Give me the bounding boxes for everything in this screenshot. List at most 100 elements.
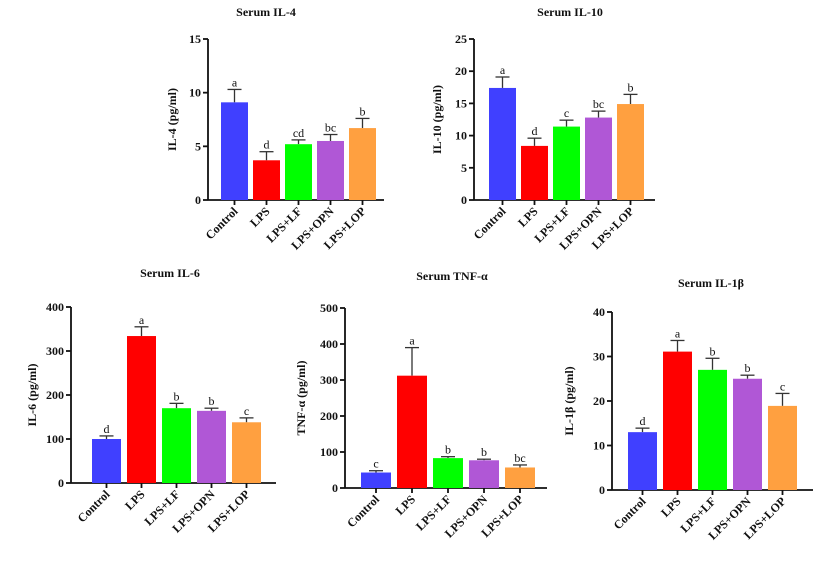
bar-lps-opn [317, 140, 344, 200]
bar-lps-opn [197, 410, 226, 483]
chart-title: Serum IL-10 [537, 5, 603, 19]
significance-label: b [745, 361, 751, 375]
chart-panel-3: Serum IL-6 IL-6 (pg/ml) 0 100 200 300 400 d Cont… [25, 266, 276, 535]
bar-control [92, 439, 121, 483]
bar-lps [521, 145, 548, 200]
significance-label: b [445, 443, 451, 457]
y-tick-label: 0 [599, 483, 605, 497]
significance-label: c [244, 404, 249, 418]
x-tick-label: LPS [393, 492, 419, 518]
x-tick-label: LPS [122, 487, 148, 513]
y-tick-label: 200 [320, 409, 338, 423]
x-tick-label: LPS [658, 494, 684, 520]
bar-lps-lf [698, 369, 727, 490]
y-tick-label: 400 [320, 337, 338, 351]
significance-label: bc [325, 121, 336, 135]
bar-lps-opn [469, 460, 499, 488]
significance-label: b [209, 394, 215, 408]
bar-lps-opn [585, 117, 612, 200]
significance-label: c [373, 457, 378, 471]
x-tick-label: LPS [515, 204, 541, 230]
y-tick-label: 0 [461, 193, 467, 207]
y-axis-label: IL-4 (pg/ml) [165, 88, 179, 151]
x-tick-label: Control [611, 494, 649, 532]
significance-label: a [675, 326, 681, 340]
y-tick-label: 300 [320, 373, 338, 387]
y-tick-label: 5 [461, 161, 467, 175]
bar-control [361, 472, 391, 488]
y-tick-label: 25 [455, 32, 467, 46]
significance-label: a [409, 334, 415, 348]
chart-title: Serum TNF-α [416, 269, 488, 283]
y-axis-label: IL-10 (pg/ml) [430, 85, 444, 154]
y-tick-label: 100 [46, 432, 64, 446]
y-tick-label: 400 [46, 300, 64, 314]
y-axis-label: IL-1β (pg/ml) [562, 366, 576, 435]
bar-lps [127, 336, 156, 483]
y-tick-label: 15 [189, 32, 201, 46]
y-axis-label: TNF-α (pg/ml) [294, 360, 308, 435]
significance-label: b [481, 445, 487, 459]
significance-label: d [264, 138, 270, 152]
bar-lps [253, 160, 280, 200]
significance-label: cd [293, 126, 304, 140]
x-tick-label: LPS [247, 204, 273, 230]
significance-label: d [532, 124, 538, 138]
y-tick-label: 40 [593, 305, 605, 319]
x-tick-label: Control [75, 487, 113, 525]
bar-lps-lop [768, 405, 797, 490]
x-tick-label: Control [344, 492, 382, 530]
significance-label: a [500, 63, 506, 77]
bar-lps [663, 351, 692, 490]
chart-panel-2: Serum IL-10 IL-10 (pg/ml) 0 5 10 15 20 25 a Contr… [430, 5, 655, 252]
x-tick-label: Control [471, 204, 509, 242]
significance-label: b [174, 389, 180, 403]
bar-lps-lop [232, 422, 261, 483]
y-tick-label: 10 [593, 439, 605, 453]
bar-lps-lop [349, 128, 376, 200]
bar-lps-lf [285, 144, 312, 200]
significance-label: bc [514, 451, 525, 465]
chart-panel-5: Serum IL-1β IL-1β (pg/ml) 0 10 20 30 40 d Contro… [562, 276, 813, 542]
y-tick-label: 10 [455, 129, 467, 143]
significance-label: c [564, 106, 569, 120]
chart-panel-4: Serum TNF-α TNF-α (pg/ml) 0 100 200 300 400 500… [294, 269, 547, 540]
bar-lps [397, 375, 427, 488]
y-tick-label: 300 [46, 344, 64, 358]
significance-label: b [360, 104, 366, 118]
significance-label: a [232, 75, 238, 89]
bar-lps-lf [433, 458, 463, 488]
y-tick-label: 0 [58, 476, 64, 490]
y-tick-label: 20 [455, 64, 467, 78]
chart-title: Serum IL-1β [678, 276, 744, 290]
bar-lps-lop [505, 467, 535, 488]
bar-lps-opn [733, 378, 762, 490]
chart-title: Serum IL-6 [140, 266, 200, 280]
y-tick-label: 0 [332, 481, 338, 495]
y-tick-label: 100 [320, 445, 338, 459]
chart-panel-1: Serum IL-4 IL-4 (pg/ml) 0 5 10 15 a Control d LPS… [165, 5, 384, 252]
significance-label: d [104, 422, 110, 436]
bar-lps-lop [617, 104, 644, 200]
bar-control [628, 432, 657, 490]
significance-label: a [139, 313, 145, 327]
significance-label: b [710, 344, 716, 358]
significance-label: d [640, 414, 646, 428]
significance-label: c [780, 379, 785, 393]
y-tick-label: 20 [593, 394, 605, 408]
y-tick-label: 10 [189, 86, 201, 100]
significance-label: bc [593, 97, 604, 111]
bar-lps-lf [553, 126, 580, 200]
y-tick-label: 200 [46, 388, 64, 402]
y-tick-label: 30 [593, 350, 605, 364]
bar-lps-lf [162, 408, 191, 483]
bar-control [489, 87, 516, 200]
y-tick-label: 5 [195, 139, 201, 153]
y-tick-label: 15 [455, 96, 467, 110]
chart-title: Serum IL-4 [236, 5, 296, 19]
significance-label: b [628, 80, 634, 94]
bar-control [221, 102, 248, 200]
y-axis-label: IL-6 (pg/ml) [25, 363, 39, 426]
y-tick-label: 500 [320, 301, 338, 315]
